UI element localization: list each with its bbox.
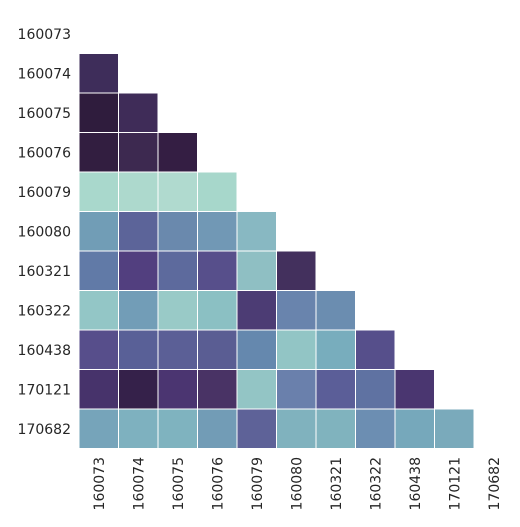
cell-160438-160074 xyxy=(118,329,159,370)
cell-160079-160075 xyxy=(157,171,198,212)
cell-160075-160073 xyxy=(78,92,119,133)
cell-160076-160073 xyxy=(78,132,119,173)
x-tick-label-160321: 160321 xyxy=(329,457,345,510)
cell-170682-170121 xyxy=(434,408,475,449)
cell-160079-160073 xyxy=(78,171,119,212)
y-tick-label-160076: 160076 xyxy=(18,145,72,161)
y-tick-label-160079: 160079 xyxy=(18,185,71,201)
cell-160438-160322 xyxy=(355,329,396,370)
cell-170121-160438 xyxy=(394,369,435,410)
cell-160438-160079 xyxy=(236,329,277,370)
cell-160438-160321 xyxy=(315,329,356,370)
x-tick-label-160322: 160322 xyxy=(368,457,384,510)
cell-160079-160074 xyxy=(118,171,159,212)
x-tick-label-160079: 160079 xyxy=(250,457,266,510)
cell-160321-160076 xyxy=(197,250,238,291)
cell-160322-160074 xyxy=(118,290,159,331)
cell-170682-160073 xyxy=(78,408,119,449)
cell-160080-160079 xyxy=(236,211,277,252)
cell-160074-160073 xyxy=(78,53,119,94)
cell-160322-160079 xyxy=(236,290,277,331)
y-tick-labels: 160073 160074 160075 160076 160079 160080 1603… xyxy=(18,27,72,438)
cell-170121-160322 xyxy=(355,369,396,410)
cell-170682-160076 xyxy=(197,408,238,449)
cell-160080-160076 xyxy=(197,211,238,252)
cell-160080-160073 xyxy=(78,211,119,252)
cell-170682-160074 xyxy=(118,408,159,449)
x-tick-labels: 160073 160074 160075 160076 160079 160080 1603… xyxy=(92,457,503,511)
x-tick-label-170682: 170682 xyxy=(487,457,503,510)
x-tick-label-160076: 160076 xyxy=(210,457,226,511)
cell-160321-160074 xyxy=(118,250,159,291)
cell-160321-160075 xyxy=(157,250,198,291)
cell-170121-160073 xyxy=(78,369,119,410)
y-tick-label-160438: 160438 xyxy=(18,343,71,359)
cell-160322-160076 xyxy=(197,290,238,331)
cell-170682-160322 xyxy=(355,408,396,449)
y-tick-label-170682: 170682 xyxy=(18,422,71,438)
cell-160438-160075 xyxy=(157,329,198,370)
cell-170682-160079 xyxy=(236,408,277,449)
y-tick-label-160073: 160073 xyxy=(18,27,71,43)
cell-170682-160080 xyxy=(276,408,317,449)
x-tick-label-160438: 160438 xyxy=(408,457,424,510)
cell-160080-160075 xyxy=(157,211,198,252)
x-tick-label-160075: 160075 xyxy=(171,457,187,510)
cell-170121-160076 xyxy=(197,369,238,410)
cell-170682-160075 xyxy=(157,408,198,449)
cell-170121-160075 xyxy=(157,369,198,410)
cell-160080-160074 xyxy=(118,211,159,252)
cell-160322-160321 xyxy=(315,290,356,331)
cell-160322-160080 xyxy=(276,290,317,331)
cell-160321-160079 xyxy=(236,250,277,291)
cell-160322-160075 xyxy=(157,290,198,331)
cell-160438-160073 xyxy=(78,329,119,370)
cell-170121-160321 xyxy=(315,369,356,410)
y-tick-label-160321: 160321 xyxy=(18,264,71,280)
x-tick-label-160073: 160073 xyxy=(92,457,108,510)
cell-170121-160080 xyxy=(276,369,317,410)
cell-160076-160074 xyxy=(118,132,159,173)
cell-160321-160073 xyxy=(78,250,119,291)
y-tick-label-160074: 160074 xyxy=(18,66,72,82)
heatmap-cells xyxy=(78,53,475,449)
x-tick-label-160080: 160080 xyxy=(289,457,305,510)
y-tick-label-170121: 170121 xyxy=(18,382,71,398)
cell-160438-160080 xyxy=(276,329,317,370)
cell-160322-160073 xyxy=(78,290,119,331)
cell-170121-160079 xyxy=(236,369,277,410)
y-tick-label-160075: 160075 xyxy=(18,106,71,122)
cell-160075-160074 xyxy=(118,92,159,133)
y-tick-label-160322: 160322 xyxy=(18,303,71,319)
cell-160438-160076 xyxy=(197,329,238,370)
y-tick-label-160080: 160080 xyxy=(18,224,71,240)
cell-170682-160321 xyxy=(315,408,356,449)
cell-170682-160438 xyxy=(394,408,435,449)
cell-160079-160076 xyxy=(197,171,238,212)
x-tick-label-160074: 160074 xyxy=(131,457,147,511)
cell-160321-160080 xyxy=(276,250,317,291)
cell-160076-160075 xyxy=(157,132,198,173)
x-tick-label-170121: 170121 xyxy=(447,457,463,510)
cell-170121-160074 xyxy=(118,369,159,410)
